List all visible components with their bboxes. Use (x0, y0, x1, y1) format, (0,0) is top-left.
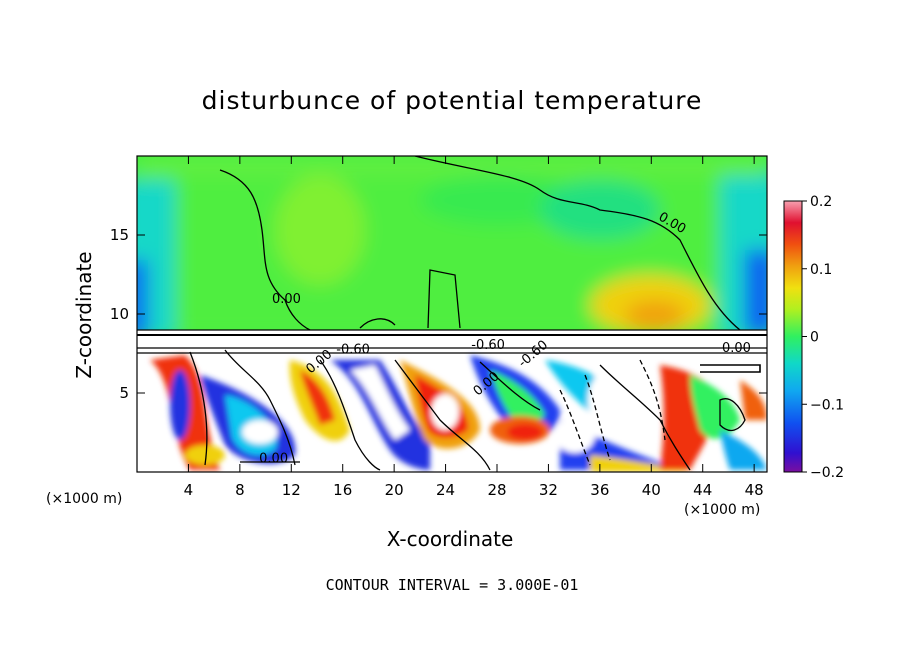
colorbar-tick-label: −0.2 (810, 465, 844, 481)
y-axis: 5 10 15 (110, 226, 767, 402)
x-tick-label: 28 (487, 481, 506, 499)
x-axis-label: X-coordinate (386, 527, 514, 551)
y-tick-label: 10 (110, 305, 129, 323)
colorbar-tick-label: −0.1 (810, 397, 844, 413)
contour-label: 0.00 (259, 452, 288, 467)
colorbar-tick-label: 0.1 (810, 262, 832, 278)
x-axis: 4 8 12 16 20 24 28 32 36 40 44 48 (184, 156, 764, 499)
contour-label: -0.60 (471, 338, 505, 353)
x-tick-label: 24 (436, 481, 455, 499)
chart-title: disturbunce of potential temperature (201, 86, 703, 115)
x-unit-label-right: (×1000 m) (684, 502, 761, 518)
x-unit-label-left: (×1000 m) (46, 491, 123, 507)
y-axis-label: Z-coordinate (72, 251, 96, 379)
x-tick-label: 36 (590, 481, 609, 499)
y-tick-label: 15 (110, 226, 129, 244)
contour-interval-note: CONTOUR INTERVAL = 3.000E-01 (325, 576, 579, 594)
contour-label: 0.00 (722, 341, 751, 356)
x-tick-label: 4 (184, 481, 194, 499)
x-tick-label: 20 (385, 481, 404, 499)
x-tick-label: 44 (693, 481, 712, 499)
x-tick-label: 12 (282, 481, 301, 499)
y-tick-label: 5 (119, 384, 129, 402)
colorbar-tick-label: 0.2 (810, 194, 832, 210)
contour-lines (137, 156, 767, 471)
colorbar-scale (783, 200, 803, 473)
heatmap-field (137, 156, 767, 472)
x-tick-label: 32 (539, 481, 558, 499)
x-tick-label: 40 (642, 481, 661, 499)
colorbar: −0.2 −0.1 0 0.1 0.2 (783, 194, 844, 481)
x-tick-label: 8 (235, 481, 245, 499)
x-tick-label: 16 (333, 481, 352, 499)
contour-label: -0.60 (336, 343, 370, 358)
contour-label: 0.00 (272, 292, 301, 307)
x-tick-label: 48 (745, 481, 764, 499)
contour-labels: 0.000.000.000.000.00-0.60 -0.60 -0.60 0.00 (259, 210, 751, 467)
colorbar-tick-label: 0 (810, 330, 819, 346)
